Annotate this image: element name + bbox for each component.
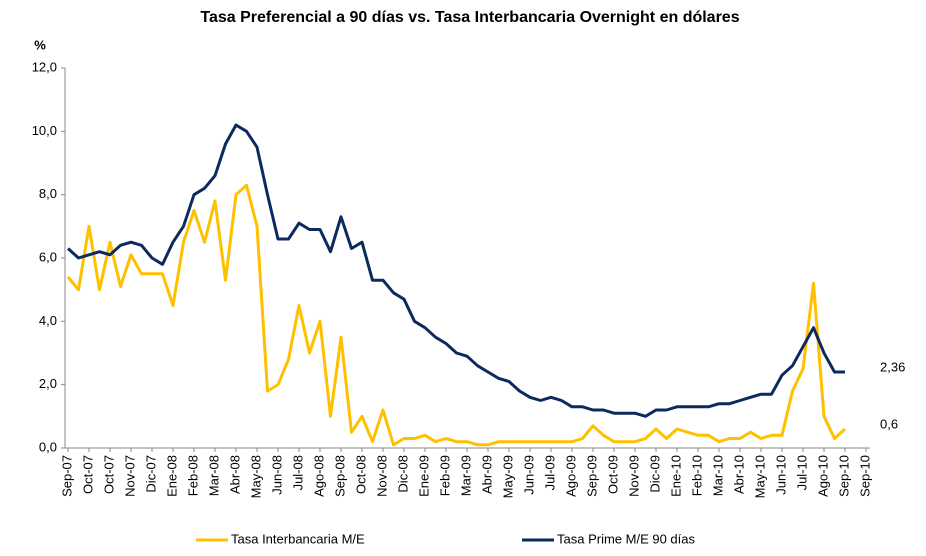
series-line	[66, 183, 847, 447]
x-tick-label: Ago-08	[311, 455, 326, 497]
x-tick-label: Oct-07	[101, 455, 116, 494]
y-tick-label: 6,0	[39, 249, 57, 264]
x-tick-label: Feb-10	[689, 455, 704, 496]
x-tick-label: May-09	[500, 455, 515, 498]
legend-label: Tasa Prime M/E 90 días	[557, 531, 695, 546]
x-tick-label: Ago-10	[815, 455, 830, 497]
y-tick-label: 0,0	[39, 439, 57, 454]
x-tick-label: Dic-07	[143, 455, 158, 493]
x-tick-label: Sep-09	[584, 455, 599, 497]
x-tick-label: Mar-10	[710, 455, 725, 496]
annotation: 2,36	[880, 359, 905, 374]
x-tick-label: Mar-09	[458, 455, 473, 496]
annotation: 0,6	[880, 416, 898, 431]
legend-label: Tasa Interbancaria M/E	[231, 531, 365, 546]
x-tick-label: May-08	[248, 455, 263, 498]
x-tick-label: Jul-10	[794, 455, 809, 490]
x-tick-label: Oct-08	[353, 455, 368, 494]
x-tick-label: Ago-09	[563, 455, 578, 497]
x-tick-label: Sep-10	[836, 455, 851, 497]
x-tick-label: Nov-08	[374, 455, 389, 497]
x-tick-label: Nov-09	[626, 455, 641, 497]
x-tick-label: Dic-09	[647, 455, 662, 493]
x-tick-label: Ene-10	[668, 455, 683, 497]
x-tick-label: Sep-07	[59, 455, 74, 497]
x-tick-label: Abr-08	[227, 455, 242, 494]
y-tick-label: 8,0	[39, 186, 57, 201]
chart-title: Tasa Preferencial a 90 días vs. Tasa Int…	[200, 9, 739, 26]
x-tick-label: Abr-10	[731, 455, 746, 494]
x-tick-label: Jul-08	[290, 455, 305, 490]
series-line	[66, 123, 845, 418]
x-tick-label: Jun-10	[773, 455, 788, 495]
x-tick-label: Oct-09	[605, 455, 620, 494]
y-tick-label: 2,0	[39, 376, 57, 391]
x-tick-label: Sep-10	[857, 455, 872, 497]
x-tick-label: Jul-09	[542, 455, 557, 490]
x-tick-label: Feb-09	[437, 455, 452, 496]
x-tick-label: Abr-09	[479, 455, 494, 494]
x-tick-label: Feb-08	[185, 455, 200, 496]
x-tick-label: Oct-07	[80, 455, 95, 494]
x-tick-label: Jun-08	[269, 455, 284, 495]
x-tick-label: Nov-07	[122, 455, 137, 497]
x-tick-label: Ene-08	[164, 455, 179, 497]
y-tick-label: 10,0	[32, 123, 57, 138]
y-tick-label: 4,0	[39, 313, 57, 328]
x-tick-label: Mar-08	[206, 455, 221, 496]
x-tick-label: Ene-09	[416, 455, 431, 497]
y-axis-label: %	[34, 37, 46, 52]
x-tick-label: Dic-08	[395, 455, 410, 493]
x-tick-label: May-10	[752, 455, 767, 498]
x-tick-label: Jun-09	[521, 455, 536, 495]
x-tick-label: Sep-08	[332, 455, 347, 497]
y-tick-label: 12,0	[32, 59, 57, 74]
